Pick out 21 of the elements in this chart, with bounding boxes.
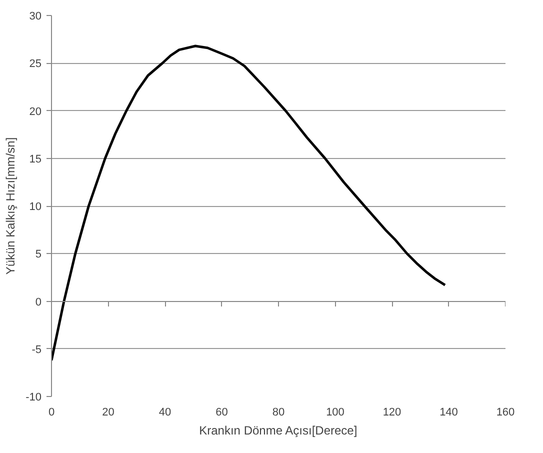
line-series [52, 44, 446, 362]
y-tick-label: 25 [29, 58, 42, 70]
y-tick-label: -5 [32, 344, 42, 356]
y-tick-label: 30 [29, 10, 42, 22]
y-tick-label: 5 [35, 248, 42, 261]
y-axis-title: Yükün Kalkış Hızı[mm/sn] [4, 137, 18, 275]
x-axis-title: Krankın Dönme Açısı[Derece] [199, 424, 358, 438]
y-tick-label: 20 [29, 106, 42, 118]
y-tick-label: 0 [35, 296, 42, 308]
x-tick-label: 120 [382, 406, 402, 418]
x-tick-label: 40 [158, 406, 172, 418]
y-tick-label: -10 [26, 392, 42, 404]
x-tick-label: 160 [496, 406, 515, 418]
x-tick-label: 80 [272, 406, 285, 418]
x-tick-label: 20 [102, 406, 114, 418]
y-tick-label: 15 [29, 153, 42, 166]
x-tick-label: 60 [216, 406, 228, 418]
x-tick-label: 140 [440, 406, 458, 418]
y-tick-label: 10 [29, 201, 42, 213]
x-tick-label: 0 [48, 406, 55, 418]
x-tick-label: 100 [326, 406, 344, 418]
